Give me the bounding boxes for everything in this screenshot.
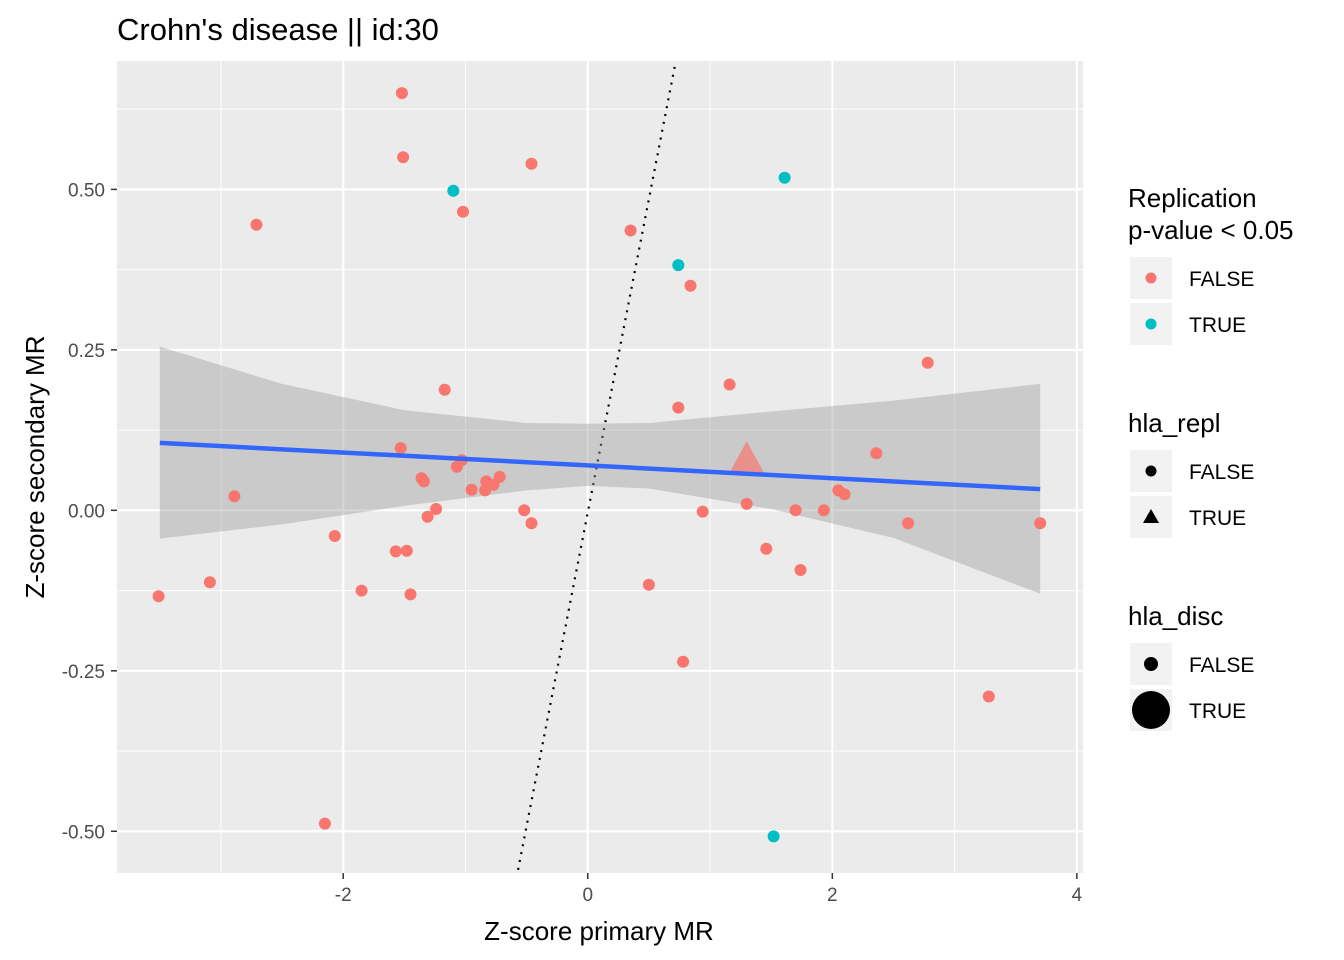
y-axis-title: Z-score secondary MR	[20, 336, 50, 599]
data-point-false	[518, 504, 531, 517]
legend-title: hla_disc	[1128, 601, 1223, 631]
data-point-false	[400, 544, 413, 557]
legend-label: TRUE	[1189, 700, 1246, 723]
legend-title: p-value < 0.05	[1128, 215, 1294, 245]
data-point-false	[794, 564, 807, 576]
legend-title: hla_repl	[1128, 408, 1221, 438]
data-point-false	[817, 504, 830, 517]
data-point-false	[152, 590, 165, 603]
data-point-false	[672, 401, 685, 414]
data-point-false	[1034, 517, 1047, 530]
data-point-false	[389, 545, 402, 558]
data-point-false	[740, 497, 753, 510]
y-tick-label: -0.25	[62, 662, 105, 683]
legend-key-large-circle	[1132, 691, 1170, 729]
legend-2: hla_repl FALSE TRUE	[1128, 408, 1254, 538]
data-point-false	[228, 490, 241, 503]
x-tick-label: 2	[827, 885, 838, 906]
data-point-true	[447, 184, 460, 197]
y-tick-label: 0.00	[68, 501, 105, 522]
data-point-false	[723, 378, 736, 391]
data-point-false	[430, 503, 443, 515]
data-point-false	[457, 205, 469, 218]
chart-title: Crohn's disease || id:30	[117, 12, 439, 47]
plot-panel	[117, 61, 1083, 873]
data-point-false	[421, 510, 434, 523]
data-point-false	[525, 157, 538, 170]
legend-key-circle	[1145, 272, 1157, 284]
legend-label: FALSE	[1189, 268, 1254, 291]
data-point-true	[778, 171, 791, 184]
highlight-triangle	[728, 441, 765, 475]
data-point-false	[394, 442, 407, 455]
data-point-false	[624, 224, 637, 237]
legend-key-circle	[1145, 318, 1157, 330]
legend-3: hla_disc FALSE TRUE	[1128, 601, 1254, 731]
data-point-false	[404, 588, 417, 601]
x-axis-title: Z-score primary MR	[484, 916, 714, 946]
x-tick-label: -2	[335, 885, 352, 906]
data-point-false	[696, 505, 709, 518]
x-tick-label: 0	[582, 885, 593, 906]
data-point-false	[397, 151, 410, 164]
data-point-true	[672, 259, 685, 272]
legend-label: FALSE	[1189, 654, 1254, 677]
data-point-false	[318, 817, 331, 830]
data-point-false	[328, 530, 341, 542]
panel-contents	[152, 61, 1047, 871]
data-point-false	[677, 655, 690, 668]
data-point-false	[902, 517, 915, 530]
confidence-band	[159, 346, 1041, 594]
data-point-false	[465, 483, 478, 496]
data-point-false	[487, 478, 500, 491]
y-tick-label: -0.50	[62, 822, 105, 843]
data-point-false	[203, 576, 216, 589]
y-tick-label: 0.25	[68, 341, 105, 362]
data-point-false	[250, 218, 263, 231]
data-point-false	[450, 460, 463, 473]
y-tick-label: 0.50	[68, 180, 105, 201]
data-point-false	[525, 517, 538, 530]
data-point-false	[838, 488, 851, 501]
data-point-false	[921, 356, 934, 369]
data-point-false	[760, 542, 773, 555]
legend-key-circle	[1145, 465, 1157, 477]
legend-key-triangle	[1143, 509, 1159, 523]
regression-line	[159, 440, 1041, 492]
data-point-false	[417, 475, 430, 488]
data-point-false	[355, 584, 368, 597]
data-point-true	[767, 830, 780, 843]
data-point-false	[684, 279, 697, 292]
reference-line	[516, 61, 677, 871]
data-point-false	[642, 578, 655, 591]
data-point-false	[395, 87, 408, 100]
legend-label: TRUE	[1189, 507, 1246, 530]
legend-key-circle	[1144, 657, 1158, 671]
data-point-false	[870, 447, 883, 460]
legend-title: Replication	[1128, 183, 1257, 213]
legend-label: TRUE	[1189, 314, 1246, 337]
data-point-false	[438, 383, 451, 396]
data-point-false	[479, 484, 492, 497]
legend-label: FALSE	[1189, 461, 1254, 484]
data-point-false	[982, 690, 995, 703]
x-tick-label: 4	[1072, 885, 1083, 906]
data-point-false	[789, 504, 802, 517]
